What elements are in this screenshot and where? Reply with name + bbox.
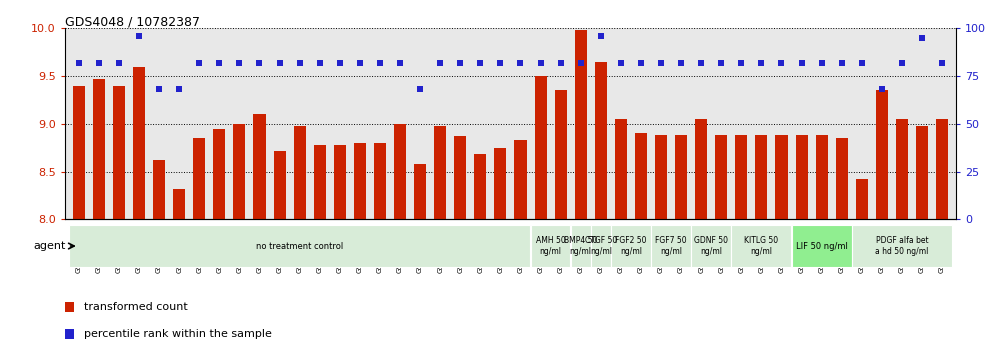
Bar xyxy=(796,135,808,219)
Bar xyxy=(575,30,587,219)
Bar xyxy=(354,143,366,219)
Bar xyxy=(816,135,828,219)
Text: FGF7 50
ng/ml: FGF7 50 ng/ml xyxy=(655,236,687,256)
Bar xyxy=(615,119,626,219)
FancyBboxPatch shape xyxy=(852,225,952,267)
Bar xyxy=(875,91,887,219)
Text: FGF2 50
ng/ml: FGF2 50 ng/ml xyxy=(616,236,646,256)
Text: PDGF alfa bet
a hd 50 ng/ml: PDGF alfa bet a hd 50 ng/ml xyxy=(875,236,928,256)
Bar xyxy=(836,138,848,219)
FancyBboxPatch shape xyxy=(531,225,571,267)
Bar xyxy=(133,67,145,219)
Bar xyxy=(735,135,747,219)
Bar xyxy=(213,129,225,219)
Bar xyxy=(394,124,406,219)
FancyBboxPatch shape xyxy=(691,225,731,267)
Bar xyxy=(314,145,326,219)
Bar xyxy=(73,86,85,219)
Bar xyxy=(515,140,527,219)
Bar xyxy=(555,91,567,219)
Bar xyxy=(274,151,286,219)
Bar xyxy=(193,138,205,219)
Bar xyxy=(535,76,547,219)
Bar xyxy=(434,126,446,219)
Bar xyxy=(916,126,928,219)
Bar xyxy=(414,164,426,219)
Bar xyxy=(173,189,185,219)
Text: agent: agent xyxy=(34,241,66,251)
FancyBboxPatch shape xyxy=(731,225,792,267)
Bar xyxy=(776,135,788,219)
Bar xyxy=(454,136,466,219)
Bar xyxy=(675,135,687,219)
Text: LIF 50 ng/ml: LIF 50 ng/ml xyxy=(796,241,848,251)
Bar xyxy=(655,135,667,219)
Bar xyxy=(374,143,386,219)
Bar xyxy=(595,62,607,219)
Text: CTGF 50
ng/ml: CTGF 50 ng/ml xyxy=(585,236,617,256)
Text: GDS4048 / 10782387: GDS4048 / 10782387 xyxy=(65,16,200,29)
Bar xyxy=(896,119,908,219)
Bar xyxy=(634,133,647,219)
Text: BMP4 50
ng/ml: BMP4 50 ng/ml xyxy=(564,236,598,256)
Bar xyxy=(153,160,165,219)
FancyBboxPatch shape xyxy=(651,225,691,267)
Text: KITLG 50
ng/ml: KITLG 50 ng/ml xyxy=(744,236,779,256)
Text: no treatment control: no treatment control xyxy=(256,241,344,251)
Bar xyxy=(113,86,124,219)
FancyBboxPatch shape xyxy=(69,225,530,267)
Text: AMH 50
ng/ml: AMH 50 ng/ml xyxy=(536,236,566,256)
Bar xyxy=(494,148,506,219)
Bar xyxy=(93,79,105,219)
FancyBboxPatch shape xyxy=(611,225,650,267)
Bar xyxy=(253,114,266,219)
Text: transformed count: transformed count xyxy=(85,302,188,312)
FancyBboxPatch shape xyxy=(792,225,852,267)
FancyBboxPatch shape xyxy=(571,225,591,267)
Bar xyxy=(936,119,948,219)
Bar xyxy=(474,154,486,219)
Bar xyxy=(856,179,868,219)
Bar xyxy=(334,145,346,219)
Bar xyxy=(695,119,707,219)
FancyBboxPatch shape xyxy=(591,225,611,267)
Bar xyxy=(294,126,306,219)
Text: GDNF 50
ng/ml: GDNF 50 ng/ml xyxy=(694,236,728,256)
Bar xyxy=(233,124,245,219)
Bar xyxy=(715,135,727,219)
Text: percentile rank within the sample: percentile rank within the sample xyxy=(85,329,272,339)
Bar xyxy=(755,135,768,219)
